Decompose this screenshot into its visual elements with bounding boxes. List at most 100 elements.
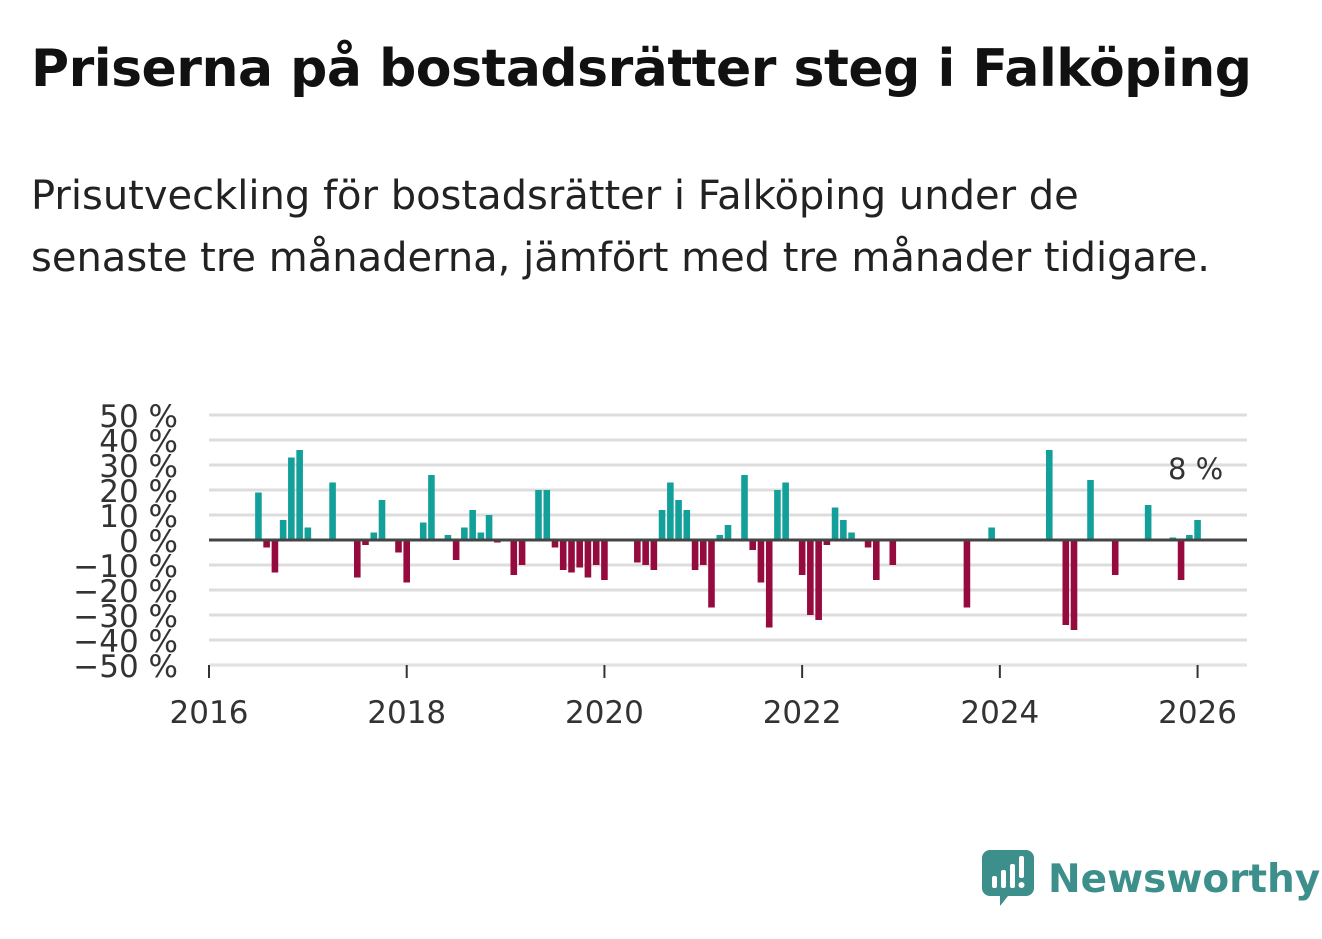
x-tick-label: 2018 [367, 695, 446, 731]
bar-negative [559, 540, 567, 570]
chart-title: Priserna på bostadsrätter steg i Falköpi… [31, 39, 1252, 99]
bar-positive [988, 527, 995, 540]
bar-negative [749, 540, 757, 550]
y-tick-label: 50 % [99, 399, 178, 435]
bar-positive [667, 482, 674, 540]
bar-negative [691, 540, 699, 570]
bars [255, 450, 1201, 630]
bar-negative [1177, 540, 1185, 580]
y-tick-label: −50 % [73, 649, 178, 685]
newsworthy-logo: Newsworthy [980, 848, 1320, 910]
y-tick-label: −10 % [73, 549, 178, 585]
bar-positive [255, 492, 262, 540]
y-tick-label: 20 % [99, 474, 178, 510]
bar-positive [1144, 505, 1152, 540]
bar-positive [1186, 535, 1193, 540]
bar-negative [650, 540, 658, 570]
bar-positive [419, 522, 427, 540]
newsworthy-logo-text: Newsworthy [1048, 856, 1321, 902]
bar-positive [370, 532, 378, 540]
bar-negative [510, 540, 518, 575]
bar-negative [362, 540, 369, 545]
bar-negative [963, 540, 971, 608]
bar-positive [485, 515, 493, 540]
bar-negative [601, 540, 608, 580]
bar-positive [1194, 520, 1201, 540]
chart-subtitle: Prisutveckling för bostadsrätter i Falkö… [31, 173, 1210, 281]
axes [209, 538, 1247, 666]
bar-positive [675, 500, 682, 540]
bar-positive [840, 520, 847, 540]
newsworthy-logo-icon [982, 850, 1034, 906]
bar-negative [864, 540, 872, 548]
bar-positive [848, 532, 855, 540]
bar-negative [798, 540, 806, 575]
y-tick-label: −30 % [73, 599, 178, 635]
x-tick-label: 2026 [1158, 695, 1237, 731]
bar-positive [428, 475, 435, 540]
bar-negative [403, 540, 411, 583]
x-tick-label: 2016 [170, 695, 249, 731]
y-tick-label: 40 % [99, 424, 178, 460]
x-tick-label: 2024 [960, 695, 1039, 731]
bar-positive [535, 490, 542, 540]
bar-negative [872, 540, 880, 580]
bar-negative [518, 540, 526, 565]
bar-positive [683, 510, 691, 540]
y-tick-label: −20 % [73, 574, 178, 610]
bar-negative [452, 540, 460, 560]
bar-negative [823, 540, 831, 545]
y-tick-label: 10 % [99, 499, 178, 535]
bar-positive [288, 457, 295, 540]
y-tick-label: 30 % [99, 449, 178, 485]
y-tick-label: −40 % [73, 624, 178, 660]
bar-positive [304, 527, 312, 540]
bar-negative [551, 540, 559, 548]
bar-negative [584, 540, 592, 578]
bar-chart: 50 %40 %30 %20 %10 %0 %−10 %−20 %−30 %−4… [73, 399, 1247, 731]
bar-positive [469, 510, 476, 540]
bar-negative [815, 540, 822, 620]
x-axis-ticks: 2016 2018 2020 2022 2024 2026 [170, 665, 1237, 731]
bar-negative [889, 540, 897, 565]
bar-positive [658, 510, 666, 540]
y-axis-ticks: 50 %40 %30 %20 %10 %0 %−10 %−20 %−30 %−4… [73, 399, 178, 685]
bar-positive [279, 520, 287, 540]
bar-positive [716, 535, 724, 540]
bar-negative [1111, 540, 1119, 575]
bar-positive [296, 450, 303, 540]
bar-negative [395, 540, 402, 553]
bar-negative [642, 540, 649, 565]
bar-positive [477, 532, 485, 540]
bar-positive [1045, 450, 1053, 540]
bar-positive [329, 482, 336, 540]
last-value-label: 8 % [1168, 452, 1223, 486]
x-tick-label: 2020 [565, 695, 644, 731]
bar-positive [774, 490, 781, 540]
bar-negative [592, 540, 600, 565]
bar-positive [724, 525, 732, 540]
bar-positive [741, 475, 748, 540]
bar-negative [353, 540, 361, 578]
y-tick-label: 0 % [119, 524, 178, 560]
x-tick-label: 2022 [763, 695, 842, 731]
bar-negative [757, 540, 765, 583]
bar-negative [263, 540, 270, 548]
bar-positive [782, 482, 789, 540]
annotations: 8 % [1168, 452, 1223, 486]
bar-positive [543, 490, 551, 540]
bar-negative [765, 540, 773, 628]
bar-negative [1070, 540, 1078, 630]
bar-positive [831, 507, 839, 540]
bar-negative [634, 540, 641, 563]
bar-negative [708, 540, 715, 608]
bar-negative [1062, 540, 1070, 625]
bar-negative [576, 540, 584, 568]
bar-positive [1087, 480, 1094, 540]
bar-negative [699, 540, 707, 565]
bar-negative [271, 540, 279, 573]
bar-negative [568, 540, 575, 573]
bar-positive [444, 535, 452, 540]
bar-negative [807, 540, 814, 615]
bar-positive [378, 500, 386, 540]
